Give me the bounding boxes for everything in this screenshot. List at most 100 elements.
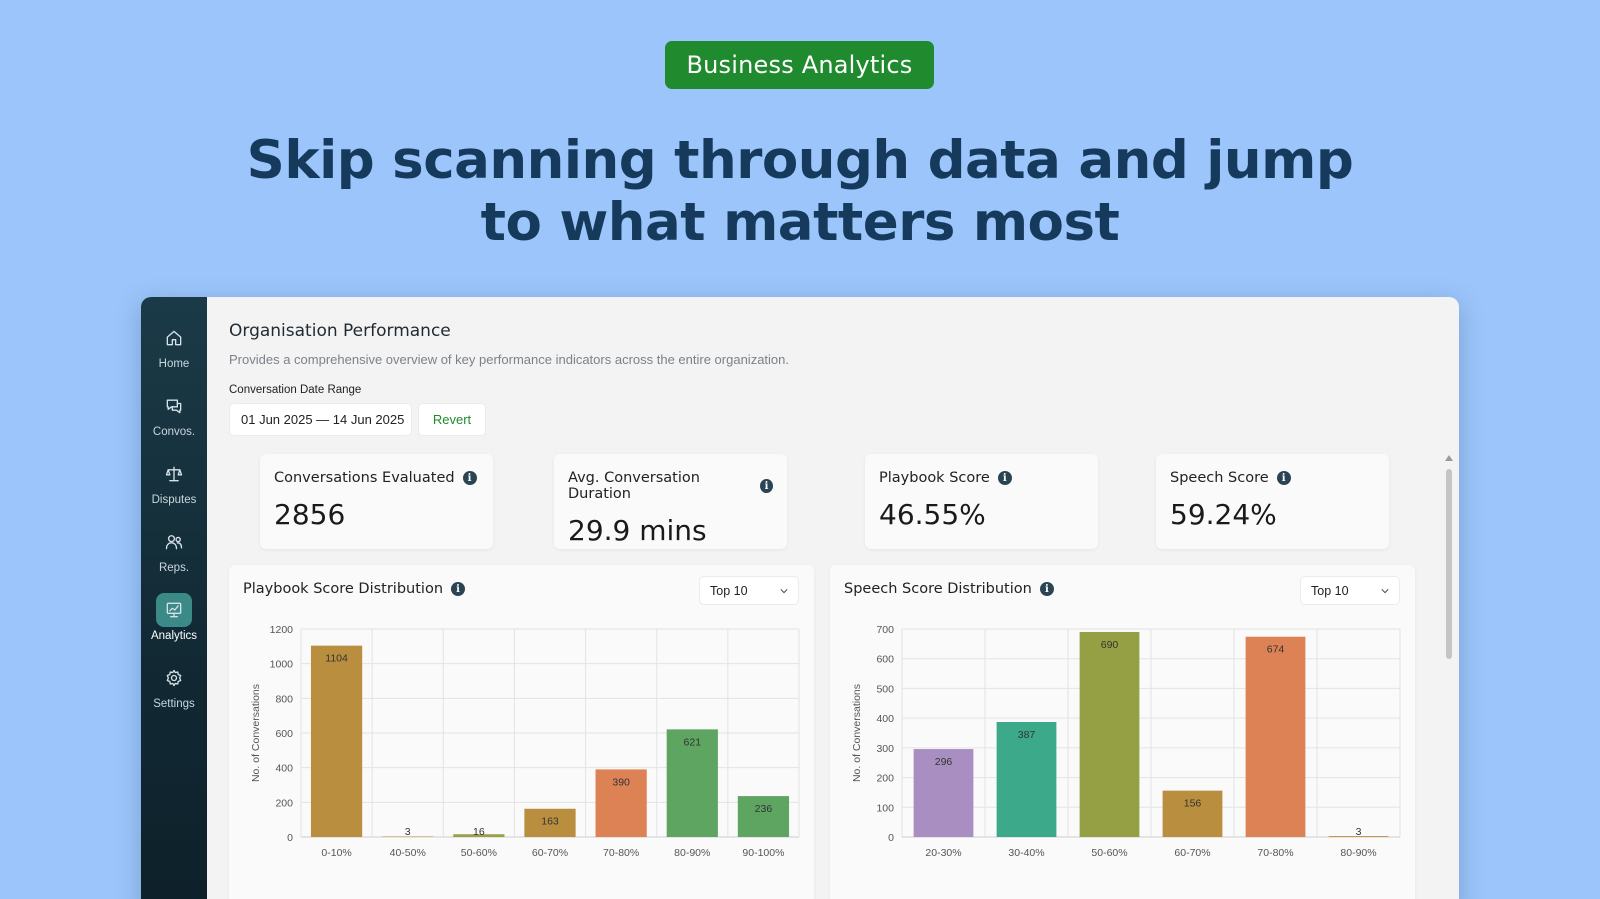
bar [453, 834, 505, 837]
gear-icon [156, 661, 192, 695]
chat-icon [156, 389, 192, 423]
headline: Skip scanning through data and jump to w… [200, 130, 1400, 254]
date-range-picker[interactable]: 01 Jun 2025 — 14 Jun 2025 [229, 403, 412, 436]
nav-label-settings: Settings [153, 698, 195, 710]
headline-line-1: Skip scanning through data and jump [246, 130, 1354, 191]
y-tick-label: 1200 [270, 624, 294, 636]
bar-value-label: 690 [1101, 639, 1119, 651]
nav-label-reps: Reps. [158, 562, 190, 574]
users-icon [156, 525, 192, 559]
info-icon[interactable]: i [462, 471, 477, 485]
kpi-label: Avg. Conversation Duration i [568, 470, 773, 502]
kpi-label: Playbook Score i [879, 470, 1084, 486]
speech-bar-chart: 0 100 200 300 400 500 600 700 No. of Conversatio… [851, 624, 1401, 859]
nav-item-analytics[interactable]: Analytics [141, 593, 207, 661]
bar [382, 836, 434, 837]
nav-item-reps[interactable]: Reps. [141, 525, 207, 593]
scrollbar-thumb[interactable] [1446, 469, 1452, 659]
kpi-label-text: Conversations Evaluated [274, 470, 455, 486]
y-axis-label: No. of Conversations [851, 684, 863, 782]
x-tick-label: 50-60% [1091, 847, 1127, 859]
nav-item-disputes[interactable]: Disputes [141, 457, 207, 525]
y-tick-label: 400 [275, 763, 293, 775]
y-tick-label: 400 [876, 713, 894, 725]
business-analytics-badge: Business Analytics [665, 41, 934, 89]
y-axis-label: No. of Conversations [250, 684, 262, 782]
kpi-label-text: Avg. Conversation Duration [568, 470, 700, 502]
kpi-label-text: Playbook Score [879, 470, 990, 486]
scales-icon [156, 457, 192, 491]
kpi-value: 29.9 mins [568, 514, 707, 547]
nav-item-home[interactable]: Home [141, 321, 207, 389]
y-tick-label: 600 [876, 654, 894, 666]
info-icon[interactable]: i [451, 582, 466, 596]
nav-item-settings[interactable]: Settings [141, 661, 207, 729]
speech-top-n-dropdown[interactable]: Top 10 [1300, 576, 1400, 605]
info-icon[interactable]: i [997, 471, 1012, 485]
nav-label-analytics: Analytics [150, 630, 198, 642]
page-title: Organisation Performance [229, 321, 451, 341]
bar-value-label: 296 [935, 756, 953, 768]
bar [737, 796, 790, 837]
bar-value-label: 16 [473, 826, 485, 838]
revert-button[interactable]: Revert [418, 403, 486, 436]
panel-title-text: Speech Score Distribution [844, 581, 1032, 597]
kpi-value: 2856 [274, 498, 346, 531]
playbook-top-n-dropdown[interactable]: Top 10 [699, 576, 799, 605]
kpi-value: 46.55% [879, 498, 986, 531]
nav-label-convos: Convos. [152, 426, 196, 438]
y-tick-label: 200 [876, 773, 894, 785]
info-icon[interactable]: i [760, 479, 773, 493]
bar-value-label: 236 [755, 803, 773, 815]
bar-value-label: 1104 [325, 653, 348, 665]
y-tick-label: 1000 [270, 659, 294, 671]
x-tick-label: 60-70% [1174, 847, 1210, 859]
y-tick-label: 500 [876, 683, 894, 695]
kpi-card-avg-conversation-duration: Avg. Conversation Duration i 29.9 mins [554, 454, 787, 549]
x-tick-label: 80-90% [674, 847, 710, 859]
panel-title-text: Playbook Score Distribution [243, 581, 444, 597]
bar-value-label: 674 [1267, 644, 1285, 656]
info-icon[interactable]: i [1276, 471, 1291, 485]
x-tick-label: 20-30% [925, 847, 961, 859]
sidebar: Home Convos. Disputes Reps. Analytics [141, 297, 207, 899]
kpi-card-playbook-score: Playbook Score i 46.55% [865, 454, 1098, 549]
bar [595, 769, 647, 837]
chevron-down-icon [780, 588, 788, 593]
x-tick-label: 30-40% [1008, 847, 1044, 859]
x-tick-label: 0-10% [321, 847, 351, 859]
y-tick-label: 800 [275, 693, 293, 705]
page-subtitle: Provides a comprehensive overview of key… [229, 352, 789, 367]
vertical-scrollbar[interactable] [1445, 455, 1453, 899]
home-icon [156, 321, 192, 355]
x-tick-label: 40-50% [390, 847, 426, 859]
analytics-icon [156, 593, 192, 627]
scroll-up-arrow-icon[interactable] [1445, 455, 1453, 461]
main-content: Organisation Performance Provides a comp… [207, 297, 1459, 899]
kpi-card-conversations-evaluated: Conversations Evaluated i 2856 [260, 454, 493, 549]
nav-item-convos[interactable]: Convos. [141, 389, 207, 457]
bar [666, 729, 718, 837]
x-tick-label: 60-70% [532, 847, 568, 859]
bar [1328, 836, 1389, 837]
bar-value-label: 3 [405, 826, 411, 838]
panel-title: Playbook Score Distribution i [243, 581, 466, 597]
y-tick-label: 600 [275, 728, 293, 740]
y-tick-label: 200 [275, 797, 293, 809]
chevron-down-icon [1381, 588, 1389, 593]
bar-value-label: 387 [1018, 729, 1036, 741]
bar [913, 749, 974, 837]
app-window: Home Convos. Disputes Reps. Analytics [141, 297, 1459, 899]
bar-value-label: 390 [612, 776, 630, 788]
bar [310, 645, 363, 837]
bar [1079, 631, 1140, 837]
playbook-distribution-panel: Playbook Score Distribution i Top 10 0 20… [229, 565, 814, 899]
bar-value-label: 156 [1184, 798, 1202, 810]
x-tick-label: 50-60% [461, 847, 497, 859]
y-tick-label: 700 [876, 624, 894, 636]
x-tick-label: 80-90% [1340, 847, 1376, 859]
nav-label-disputes: Disputes [151, 494, 197, 506]
info-icon[interactable]: i [1039, 582, 1054, 596]
x-tick-label: 90-100% [742, 847, 784, 859]
date-range-label: Conversation Date Range [229, 384, 362, 396]
